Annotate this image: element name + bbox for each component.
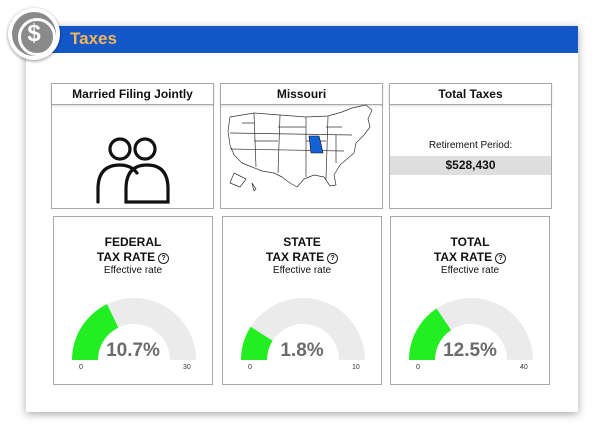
federal-tax-rate-card: FEDERAL TAX RATE? Effective rate 10.7% 0… <box>53 216 213 385</box>
gauge-chart <box>72 298 196 360</box>
dollar-icon: $ <box>27 20 41 47</box>
gauge-min-label: 0 <box>416 364 420 371</box>
total-taxes-card: Total Taxes Retirement Period: $528,430 <box>389 83 552 209</box>
help-icon[interactable]: ? <box>495 253 507 264</box>
page-title: Taxes <box>70 29 117 48</box>
retirement-period-label: Retirement Period: <box>428 140 513 151</box>
filing-status-title: Married Filing Jointly <box>51 83 214 105</box>
two-people-icon <box>96 137 170 204</box>
gauge-chart <box>409 298 533 360</box>
filing-status-card: Married Filing Jointly <box>51 83 214 209</box>
help-icon[interactable]: ? <box>327 253 339 264</box>
gauge-max-label: 30 <box>183 364 191 371</box>
gauge-title-line1: STATE <box>283 235 321 249</box>
taxes-panel: Taxes Married Filing Jointly Missouri <box>26 26 578 412</box>
gauge-title-line2: TAX RATE? <box>54 250 212 264</box>
panel-header: Taxes <box>26 26 578 53</box>
gauge-subtitle: Effective rate <box>272 265 332 276</box>
gauge-track <box>409 298 533 360</box>
state-tax-rate-card: STATE TAX RATE? Effective rate 1.8% 0 10 <box>222 216 382 385</box>
gauge-value: 10.7% <box>106 340 160 361</box>
gauge-value: 12.5% <box>443 340 497 361</box>
gauge-max-label: 40 <box>520 364 528 371</box>
gauge-fill <box>72 304 119 360</box>
total-taxes-title: Total Taxes <box>389 83 552 105</box>
gauge-max-label: 10 <box>352 364 360 371</box>
gauge-title-line1: FEDERAL <box>104 235 162 249</box>
gauge-value: 1.8% <box>280 340 324 361</box>
dollar-badge: $ <box>8 8 60 60</box>
us-map-icon <box>227 104 373 192</box>
gauge-min-label: 0 <box>248 364 252 371</box>
gauge-min-label: 0 <box>79 364 83 371</box>
help-icon[interactable]: ? <box>158 253 170 264</box>
gauge-title-line2: TAX RATE? <box>223 250 381 264</box>
gauge-subtitle: Effective rate <box>440 265 500 276</box>
state-title: Missouri <box>220 83 383 105</box>
total-tax-rate-card: TOTAL TAX RATE? Effective rate 12.5% 0 4… <box>390 216 550 385</box>
gauge-subtitle: Effective rate <box>103 265 163 276</box>
missouri-highlight <box>308 135 324 154</box>
gauge-track <box>241 298 365 360</box>
gauge-title-line1: TOTAL <box>450 235 490 249</box>
retirement-amount: $528,430 <box>390 156 551 175</box>
gauge-fill <box>241 326 273 360</box>
gauge-title-line2: TAX RATE? <box>391 250 549 264</box>
gauge-chart <box>241 298 365 360</box>
gauge-fill <box>409 308 451 360</box>
state-card: Missouri <box>220 83 383 209</box>
